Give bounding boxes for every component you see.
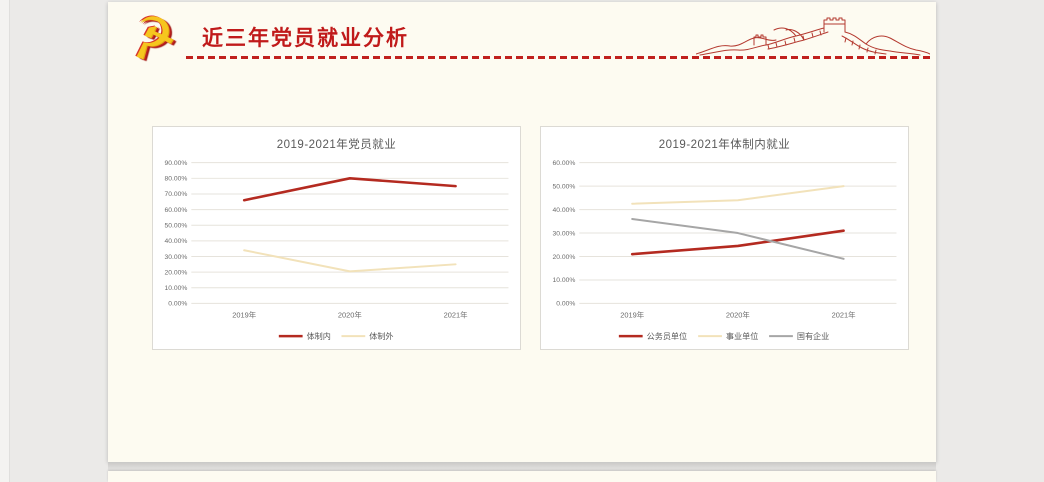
series-line-0 — [242, 177, 457, 202]
legend-label: 国有企业 — [797, 331, 829, 341]
series-line-1 — [631, 185, 845, 205]
y-tick-label: 10.00% — [165, 285, 188, 292]
y-tick-label: 40.00% — [553, 207, 576, 214]
y-tick-label: 0.00% — [556, 301, 575, 308]
y-tick-label: 10.00% — [553, 277, 576, 284]
y-tick-label: 30.00% — [553, 230, 576, 237]
y-tick-label: 60.00% — [553, 160, 576, 167]
series-line-2 — [631, 217, 845, 260]
y-tick-label: 40.00% — [165, 238, 188, 245]
legend-label: 公务员单位 — [647, 331, 688, 341]
y-tick-label: 30.00% — [165, 254, 188, 261]
y-tick-label: 60.00% — [165, 207, 188, 214]
x-tick-label: 2020年 — [726, 309, 751, 319]
x-tick-label: 2020年 — [338, 309, 363, 319]
line-chart-canvas: 0.00% 10.00% 20.00% 30.00% 40.00% 50.00% 60.00… — [165, 160, 509, 341]
slide-current: ☭ 近三年党员就业分析 2019-2021年党员就业 0.00% 10.00% 20… — [108, 2, 936, 462]
left-gutter — [0, 0, 10, 482]
slide-gap — [108, 462, 936, 471]
legend-label: 事业单位 — [726, 331, 758, 341]
legend-label: 体制外 — [369, 331, 393, 341]
y-tick-label: 70.00% — [165, 191, 188, 198]
y-tick-label: 50.00% — [165, 223, 188, 230]
great-wall-illustration — [696, 17, 930, 56]
y-tick-label: 90.00% — [165, 160, 188, 167]
header-divider-dashed — [186, 56, 932, 59]
series-line-0 — [630, 229, 845, 256]
party-emblem-icon: ☭ — [121, 3, 183, 73]
x-tick-label: 2019年 — [232, 309, 257, 319]
line-chart-canvas: 0.00% 10.00% 20.00% 30.00% 40.00% 50.00% 60.00… — [553, 160, 897, 341]
legend-label: 体制内 — [307, 331, 331, 341]
x-tick-label: 2021年 — [832, 309, 857, 319]
chart-title: 2019-2021年体制内就业 — [658, 139, 791, 151]
y-tick-label: 80.00% — [165, 176, 188, 183]
chart-in-system-employment[interactable]: 2019-2021年体制内就业 0.00% 10.00% 20.00% 30.00% 4… — [540, 126, 909, 350]
series-line-1 — [243, 249, 457, 273]
x-tick-label: 2021年 — [444, 309, 469, 319]
y-tick-label: 20.00% — [553, 254, 576, 261]
chart-title: 2019-2021年党员就业 — [276, 139, 397, 151]
slide-next-peek[interactable] — [108, 471, 936, 482]
x-tick-label: 2019年 — [620, 309, 645, 319]
slide-title: 近三年党员就业分析 — [202, 27, 409, 50]
y-tick-label: 20.00% — [165, 269, 188, 276]
y-tick-label: 0.00% — [168, 301, 187, 308]
chart-party-member-employment[interactable]: 2019-2021年党员就业 0.00% 10.00% 20.00% 30.00% 40… — [152, 126, 521, 350]
y-tick-label: 50.00% — [553, 183, 576, 190]
